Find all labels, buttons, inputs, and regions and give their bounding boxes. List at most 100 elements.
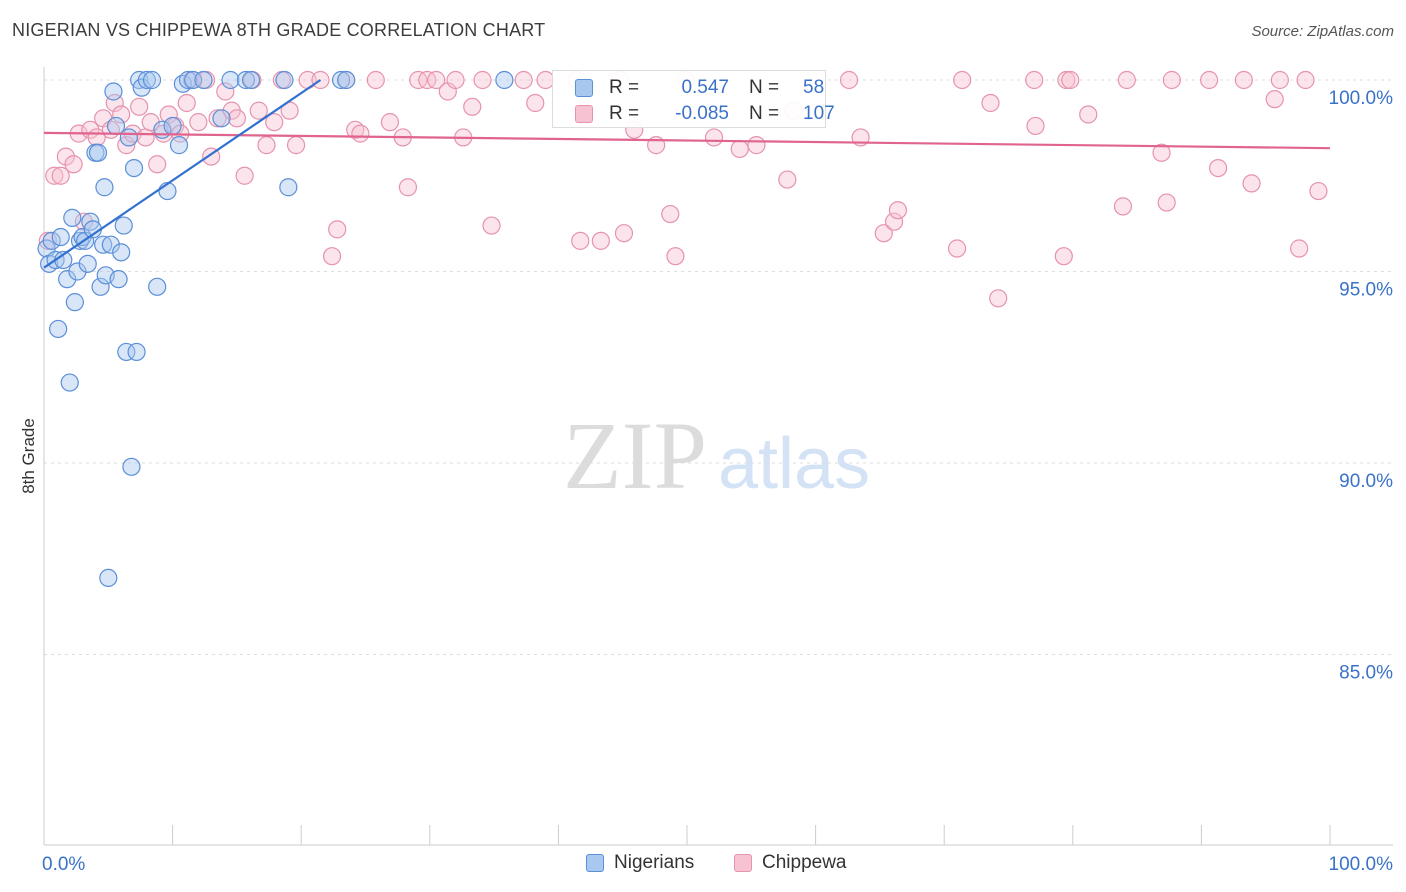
- chippewa-points: [38, 70, 1328, 308]
- chippewa-point: [747, 136, 766, 155]
- chippewa-point: [1162, 70, 1181, 90]
- y-tick-label: 85.0%: [1339, 663, 1393, 684]
- nigerian-point: [60, 373, 79, 392]
- nigerian-point: [124, 158, 144, 178]
- nigerian-points: [37, 70, 514, 588]
- nigerian-point: [236, 70, 256, 90]
- chippewa-trend-line: [43, 131, 1331, 150]
- chippewa-point: [614, 224, 634, 243]
- nigerian-point: [331, 70, 351, 90]
- chippewa-point: [1309, 181, 1328, 201]
- nigerian-point: [68, 262, 87, 281]
- chippewa-point: [661, 204, 680, 224]
- chippewa-point: [1061, 70, 1080, 90]
- nigerian-point: [99, 568, 118, 588]
- chippewa-point: [227, 109, 246, 128]
- chippewa-point: [591, 231, 610, 250]
- nigerian-point: [127, 342, 146, 362]
- chippewa-point: [265, 113, 284, 132]
- chippewa-r-value: -0.085: [675, 103, 729, 124]
- nigerian-n-label: N =: [749, 77, 780, 98]
- chippewa-point: [704, 128, 724, 147]
- nigerian-n-value: 58: [803, 77, 825, 98]
- nigerian-point: [78, 254, 97, 273]
- nigerian-point: [117, 342, 136, 362]
- nigerian-point: [241, 70, 261, 90]
- nigerian-point: [163, 116, 182, 136]
- chippewa-point: [1270, 70, 1289, 90]
- nigerian-point: [337, 70, 356, 90]
- chippewa-swatch: [575, 105, 593, 123]
- bottom-nigerian-swatch: [586, 854, 604, 872]
- y-tick-label: 95.0%: [1339, 280, 1393, 301]
- legend-row-chippewa: R = -0.085 N = 107: [575, 102, 835, 126]
- nigerian-point: [279, 178, 298, 197]
- chippewa-point: [526, 93, 545, 113]
- chippewa-point: [112, 105, 131, 124]
- chippewa-point: [730, 139, 749, 159]
- trend-layer: [43, 79, 1331, 269]
- chippewa-point: [989, 289, 1008, 308]
- chippewa-point: [884, 212, 904, 231]
- chippewa-n-value: 107: [803, 103, 835, 124]
- chippewa-point: [130, 97, 149, 116]
- nigerian-point: [51, 227, 70, 247]
- chippewa-point: [571, 231, 590, 250]
- nigerian-point: [169, 136, 189, 155]
- chippewa-point: [1209, 158, 1228, 178]
- nigerian-swatch: [575, 79, 593, 97]
- nigerian-r-label: R =: [609, 77, 640, 98]
- nigerian-point: [275, 70, 294, 90]
- chippewa-point: [947, 239, 967, 258]
- chippewa-point: [328, 220, 347, 239]
- chippewa-point: [1079, 105, 1098, 124]
- nigerian-point: [65, 293, 84, 312]
- chippewa-point: [148, 155, 167, 174]
- chippewa-point: [1265, 90, 1284, 109]
- chippewa-point: [398, 178, 418, 197]
- x-tick-label: 100.0%: [1329, 854, 1394, 875]
- nigerian-point: [114, 216, 133, 235]
- chippewa-point: [56, 147, 75, 166]
- chippewa-point: [366, 70, 385, 90]
- chippewa-point: [1296, 70, 1315, 90]
- chippewa-point: [380, 113, 400, 132]
- chippewa-point: [249, 101, 268, 120]
- bottom-legend-nigerians: Nigerians: [586, 852, 694, 874]
- nigerian-point: [95, 178, 114, 197]
- stats-legend: R = 0.547 N = 58 R = -0.085 N = 107: [552, 70, 835, 128]
- watermark-atlas: atlas: [718, 424, 870, 504]
- nigerian-point: [142, 70, 162, 90]
- chart-title: NIGERIAN VS CHIPPEWA 8TH GRADE CORRELATI…: [12, 20, 546, 40]
- y-tick-label: 90.0%: [1339, 471, 1393, 492]
- chippewa-point: [888, 201, 908, 220]
- chippewa-point: [1117, 70, 1136, 90]
- y-tick-label: 100.0%: [1329, 88, 1394, 109]
- nigerian-point: [101, 235, 120, 254]
- chippewa-point: [105, 93, 124, 113]
- nigerian-point: [42, 231, 61, 250]
- chippewa-point: [351, 124, 370, 143]
- nigerian-point: [88, 143, 108, 162]
- chippewa-point: [136, 128, 155, 147]
- chippewa-point: [446, 70, 465, 90]
- bottom-chippewa-swatch: [734, 854, 752, 872]
- bottom-nigerian-label: Nigerians: [614, 852, 695, 873]
- x-tick-label: 0.0%: [42, 854, 85, 875]
- nigerian-point: [119, 128, 138, 147]
- legend-row-nigerian: R = 0.547 N = 58: [575, 76, 824, 100]
- chippewa-point: [473, 70, 492, 90]
- nigerian-point: [194, 70, 213, 90]
- chippewa-point: [427, 70, 446, 90]
- axis-layer: [43, 67, 1393, 846]
- chippewa-point: [159, 105, 178, 124]
- chippewa-point: [1113, 197, 1133, 216]
- chippewa-point: [64, 155, 83, 174]
- chippewa-point: [666, 247, 685, 266]
- nigerian-r-value: 0.547: [681, 77, 729, 98]
- nigerian-point: [63, 208, 82, 227]
- chippewa-point: [874, 224, 893, 243]
- chippewa-n-label: N =: [749, 103, 780, 124]
- nigerian-point: [112, 243, 131, 262]
- chippewa-point: [1234, 70, 1253, 90]
